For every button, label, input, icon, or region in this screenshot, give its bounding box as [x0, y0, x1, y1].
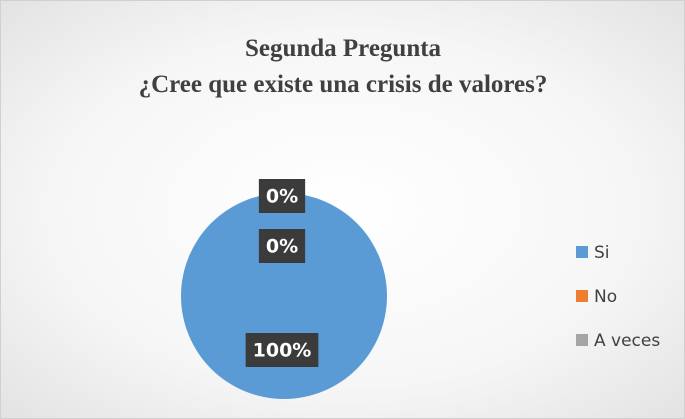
data-label: 0% — [266, 186, 298, 208]
data-label: 0% — [266, 236, 298, 258]
chart-title: Segunda Pregunta — [245, 35, 442, 62]
legend-swatch — [576, 334, 588, 346]
pie-slice — [181, 193, 387, 399]
data-label-box — [258, 179, 306, 213]
data-label-box — [245, 333, 319, 367]
legend-swatch — [576, 246, 588, 258]
chart-subtitle: ¿Cree que existe una crisis de valores? — [139, 71, 548, 98]
data-label: 100% — [253, 340, 312, 362]
legend-label: Si — [594, 243, 610, 263]
legend-label: A veces — [594, 331, 660, 351]
legend-label: No — [594, 287, 617, 307]
legend-swatch — [576, 290, 588, 302]
data-label-box — [258, 229, 306, 263]
